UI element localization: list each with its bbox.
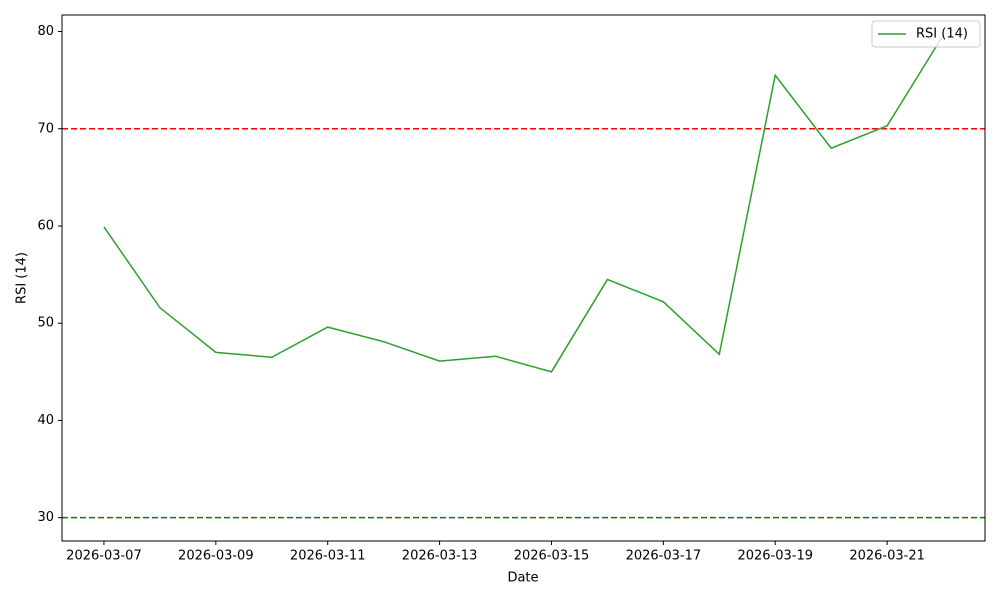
legend-label: RSI (14) <box>916 27 968 42</box>
y-tick-label: 30 <box>37 510 54 525</box>
x-tick-label: 2026-03-09 <box>178 549 254 564</box>
y-tick-label: 60 <box>37 218 54 233</box>
y-tick-label: 70 <box>37 121 54 136</box>
y-tick-label: 40 <box>37 413 54 428</box>
x-tick-label: 2026-03-17 <box>626 549 702 564</box>
y-tick-label: 50 <box>37 316 54 331</box>
x-tick-label: 2026-03-21 <box>849 549 925 564</box>
x-tick-label: 2026-03-19 <box>737 549 813 564</box>
y-tick-label: 80 <box>37 24 54 39</box>
y-axis-label: RSI (14) <box>15 252 30 304</box>
x-axis-label: Date <box>507 571 538 586</box>
legend-box <box>871 20 981 48</box>
x-tick-label: 2026-03-13 <box>402 549 478 564</box>
plot-frame <box>61 14 986 542</box>
x-tick-label: 2026-03-15 <box>514 549 590 564</box>
x-tick-label: 2026-03-07 <box>66 549 142 564</box>
x-tick-label: 2026-03-11 <box>290 549 366 564</box>
rsi-line <box>103 35 944 373</box>
